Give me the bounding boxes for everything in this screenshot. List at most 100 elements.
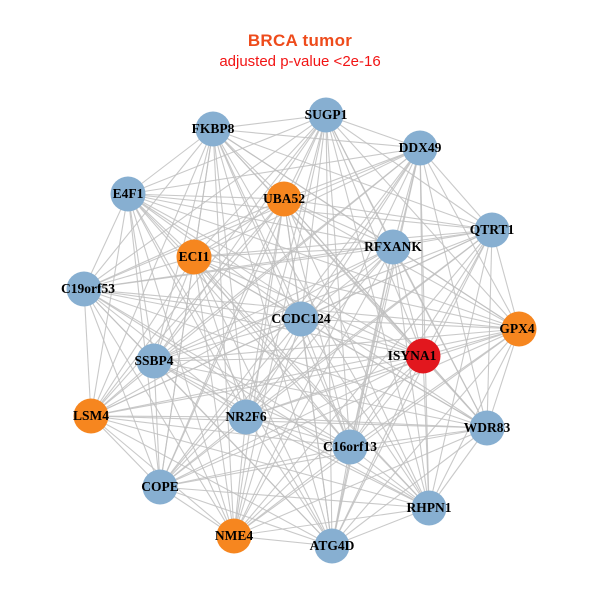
edge — [127, 147, 421, 195]
edge — [127, 193, 155, 362]
edge — [153, 318, 302, 362]
edge — [212, 128, 488, 429]
edge — [212, 128, 421, 149]
edge — [193, 198, 285, 258]
edge — [127, 193, 285, 200]
edge — [193, 256, 430, 509]
edge — [193, 256, 333, 547]
edge — [193, 256, 520, 330]
edge — [245, 246, 394, 418]
edge — [419, 147, 430, 509]
edge — [83, 288, 235, 537]
node-label-E4F1: E4F1 — [113, 186, 144, 201]
edge — [283, 147, 421, 200]
node-ECI1 — [176, 239, 212, 275]
edge — [233, 147, 421, 537]
edge — [300, 246, 394, 320]
node-NME4 — [216, 518, 252, 554]
edge — [90, 415, 488, 429]
edge — [127, 193, 493, 231]
edge — [83, 288, 424, 357]
edge — [90, 355, 424, 417]
edge — [193, 256, 247, 418]
edge — [153, 360, 430, 509]
edge — [300, 114, 327, 320]
edge — [233, 229, 493, 537]
edge — [245, 355, 424, 418]
node-WDR83 — [469, 410, 505, 446]
edge — [233, 507, 430, 537]
node-C16orf13 — [332, 429, 368, 465]
node-label-RHPN1: RHPN1 — [407, 500, 452, 515]
node-label-CCDC124: CCDC124 — [271, 311, 330, 326]
edge — [83, 288, 92, 417]
node-RHPN1 — [411, 490, 447, 526]
node-QTRT1 — [474, 212, 510, 248]
edge — [392, 246, 520, 330]
node-ATG4D — [314, 528, 350, 564]
node-label-GPX4: GPX4 — [499, 321, 534, 336]
edge — [428, 229, 493, 509]
node-label-ECI1: ECI1 — [179, 249, 210, 264]
edge — [83, 288, 161, 488]
node-label-LSM4: LSM4 — [73, 408, 109, 423]
edge — [153, 360, 488, 429]
edge — [325, 114, 351, 448]
node-label-COPE: COPE — [141, 479, 179, 494]
edge — [325, 114, 520, 330]
edge — [233, 427, 488, 537]
node-label-WDR83: WDR83 — [464, 420, 511, 435]
edge — [153, 198, 285, 362]
edge — [90, 415, 351, 448]
node-ISYNA1 — [405, 338, 441, 374]
edge — [325, 114, 493, 231]
edge — [159, 229, 493, 488]
edge — [153, 229, 493, 362]
node-label-NR2F6: NR2F6 — [225, 409, 266, 424]
node-UBA52 — [266, 181, 302, 217]
edge — [212, 114, 327, 130]
edge — [83, 256, 195, 290]
edge — [349, 355, 424, 448]
edge — [193, 246, 394, 258]
edge — [90, 415, 333, 547]
node-label-C16orf13: C16orf13 — [323, 439, 377, 454]
edge — [127, 193, 161, 488]
node-label-RFXANK: RFXANK — [364, 239, 422, 254]
edge — [83, 288, 302, 320]
edge — [153, 360, 247, 418]
node-labels: SUGP1 FKBP8 DDX49 E4F1 UBA52 QTRT1 RFXANK ECI1 C… — [61, 107, 535, 553]
node-FKBP8 — [195, 111, 231, 147]
edge — [212, 128, 351, 448]
node-DDX49 — [402, 130, 438, 166]
edge — [283, 198, 430, 509]
edge — [300, 318, 430, 509]
edge — [331, 246, 394, 547]
edge — [392, 246, 430, 509]
edge — [90, 318, 302, 417]
edge — [159, 486, 333, 547]
edge — [193, 229, 493, 258]
node-NR2F6 — [228, 399, 264, 435]
edge — [153, 114, 327, 362]
edge — [83, 229, 493, 290]
node-label-FKBP8: FKBP8 — [192, 121, 235, 136]
edge — [159, 486, 430, 509]
edge — [233, 416, 247, 537]
edge — [349, 427, 488, 448]
edge — [212, 128, 493, 231]
edge — [90, 328, 520, 417]
edge — [245, 318, 302, 418]
edge — [245, 416, 351, 448]
node-E4F1 — [110, 176, 146, 212]
edge — [90, 246, 394, 417]
edge — [283, 198, 493, 231]
node-label-UBA52: UBA52 — [263, 191, 305, 206]
node-GPX4 — [501, 311, 537, 347]
edge — [159, 114, 327, 488]
edge — [486, 229, 493, 429]
node-label-NME4: NME4 — [215, 528, 253, 543]
edge — [349, 328, 520, 448]
